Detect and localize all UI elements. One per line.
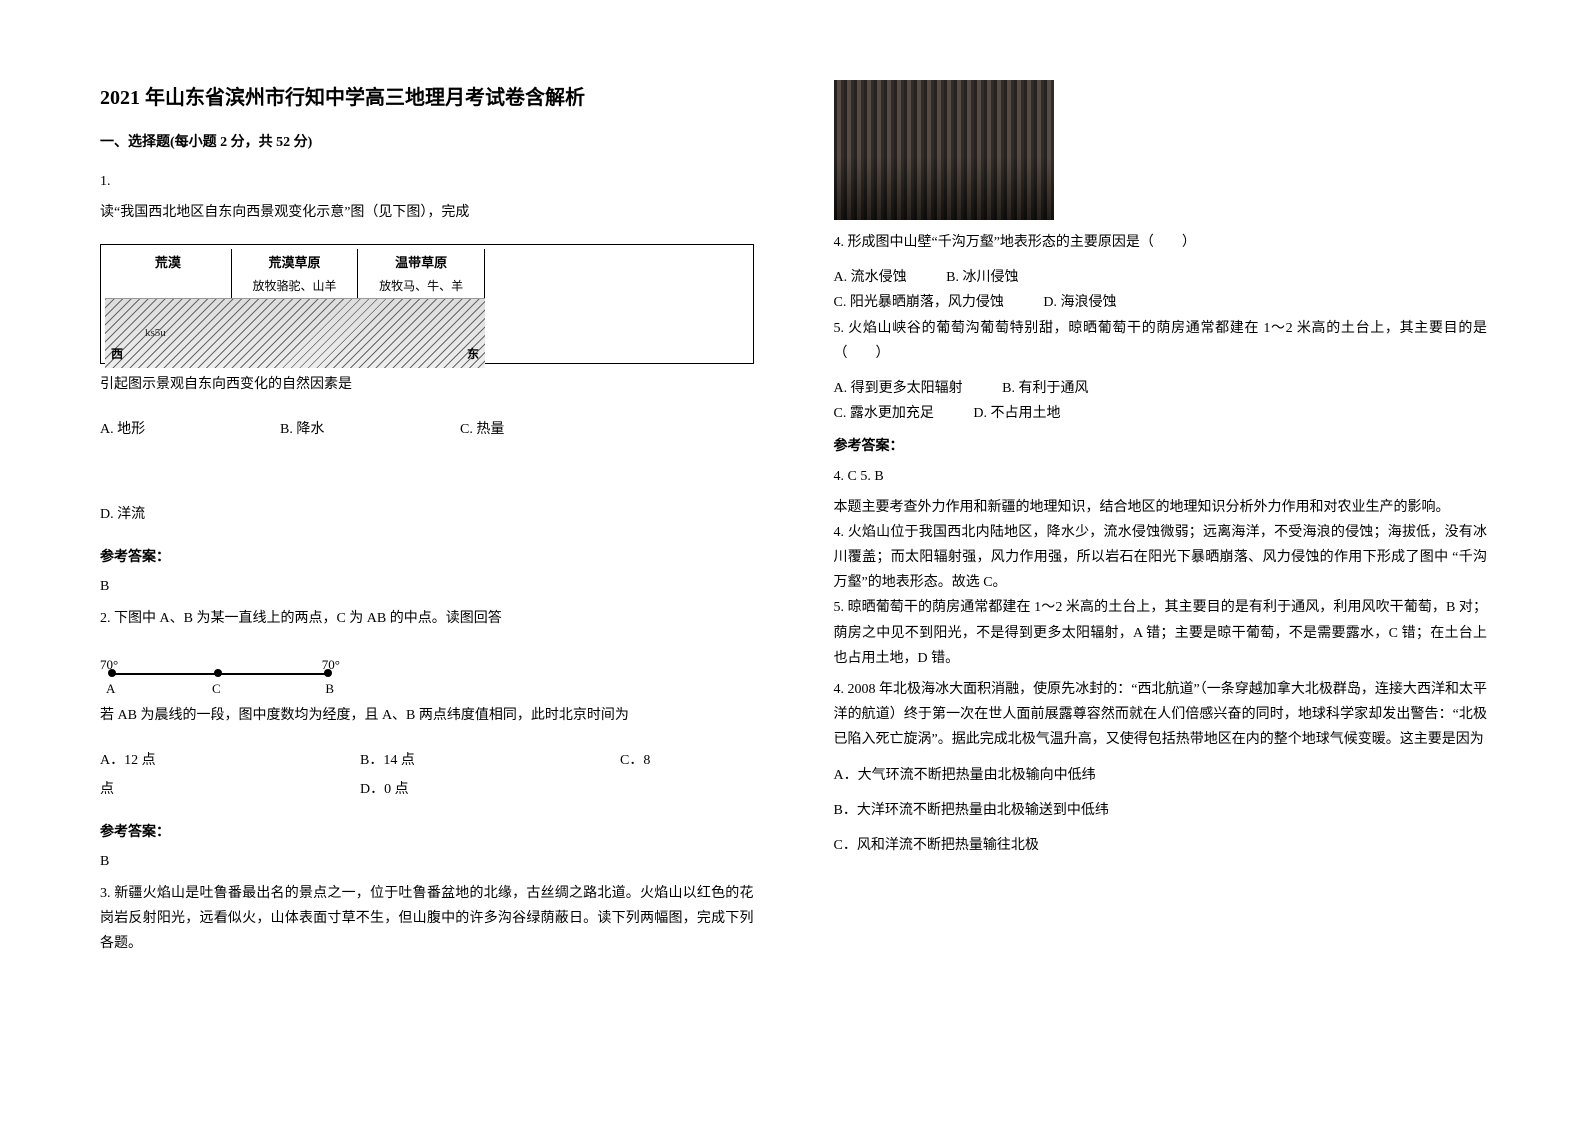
diagram-east-label: 东	[467, 344, 479, 366]
q1-options: A. 地形 B. 降水 C. 热量 D. 洋流	[100, 417, 754, 527]
right-column: 4. 形成图中山壁“千沟万壑”地表形态的主要原因是（ ） A. 流水侵蚀 B. …	[834, 80, 1488, 1082]
q5-opt-b: B. 有利于通风	[1002, 376, 1088, 401]
q1-opt-d: D. 洋流	[100, 502, 220, 527]
q45-answer: 4. C 5. B	[834, 464, 1488, 489]
q3-stem: 3. 新疆火焰山是吐鲁番最出名的景点之一，位于吐鲁番盆地的北缘，古丝绸之路北道。…	[100, 881, 754, 957]
q5-options-row2: C. 露水更加充足 D. 不占用土地	[834, 401, 1488, 426]
q2-opt-c2: 点	[100, 777, 300, 802]
q1-diagram: 荒漠 荒漠草原 放牧骆驼、山羊 温带草原 放牧马、牛、羊 西 ks5u 东	[100, 244, 754, 364]
diagram-label-temperate: 温带草原	[395, 255, 447, 270]
left-column: 2021 年山东省滨州市行知中学高三地理月考试卷含解析 一、选择题(每小题 2 …	[100, 80, 754, 1082]
q2-dot-a	[108, 669, 116, 677]
q4b-stem: 4. 2008 年北极海冰大面积消融，使原先冰封的：“西北航道”（一条穿越加拿大…	[834, 677, 1488, 753]
q4b-opt-a: A．大气环流不断把热量由北极输向中低纬	[834, 763, 1488, 788]
q2-diagram: 70° 70° A C B	[100, 655, 340, 689]
q1-opt-b: B. 降水	[280, 417, 400, 442]
q2-options: A．12 点 B．14 点 C．8	[100, 748, 754, 773]
q1-answer-heading: 参考答案：	[100, 545, 754, 570]
q2-label-b: B	[325, 677, 334, 700]
q1-substem: 引起图示景观自东向西变化的自然因素是	[100, 372, 754, 397]
q2-stem: 若 AB 为晨线的一段，图中度数均为经度，且 A、B 两点纬度值相同，此时北京时…	[100, 703, 754, 728]
q2-options-2: 点 D．0 点	[100, 777, 754, 802]
q4-opt-d: D. 海浪侵蚀	[1043, 290, 1116, 315]
q2-dot-c	[214, 669, 222, 677]
page-title: 2021 年山东省滨州市行知中学高三地理月考试卷含解析	[100, 80, 754, 116]
q5-stem: 5. 火焰山峡谷的葡萄沟葡萄特别甜，晾晒葡萄干的荫房通常都建在 1～2 米高的土…	[834, 316, 1488, 366]
q4-opt-b: B. 冰川侵蚀	[946, 265, 1018, 290]
q2-answer-heading: 参考答案：	[100, 820, 754, 845]
q2-answer: B	[100, 849, 754, 874]
q1-stem: 读“我国西北地区自东向西景观变化示意”图（见下图），完成	[100, 200, 754, 225]
q5-options-row1: A. 得到更多太阳辐射 B. 有利于通风	[834, 376, 1488, 401]
q45-answer-heading: 参考答案：	[834, 434, 1488, 459]
diagram-cell-desert-steppe: 荒漠草原 放牧骆驼、山羊	[232, 249, 359, 298]
section-heading: 一、选择题(每小题 2 分，共 52 分)	[100, 130, 754, 155]
q1-opt-a: A. 地形	[100, 417, 220, 442]
q2-label-c: C	[212, 677, 221, 700]
diagram-sublabel-12: 放牧骆驼、山羊	[252, 279, 336, 293]
q4-options-row2: C. 阳光暴晒崩落，风力侵蚀 D. 海浪侵蚀	[834, 290, 1488, 315]
diagram-cell-temperate: 温带草原 放牧马、牛、羊	[358, 249, 485, 298]
q5-opt-d: D. 不占用土地	[973, 401, 1060, 426]
diagram-sublabel-3: 放牧马、牛、羊	[379, 279, 463, 293]
q1-number: 1.	[100, 169, 754, 194]
q2-opt-c: C．8	[620, 748, 700, 773]
diagram-cell-desert: 荒漠	[105, 249, 232, 298]
q1-answer: B	[100, 574, 754, 599]
q3-photo	[834, 80, 1054, 220]
q2-opt-d: D．0 点	[360, 777, 480, 802]
q2-number-stem: 2. 下图中 A、B 为某一直线上的两点，C 为 AB 的中点。读图回答	[100, 606, 754, 631]
q2-opt-a: A．12 点	[100, 748, 300, 773]
q4-opt-a: A. 流水侵蚀	[834, 265, 907, 290]
q5-explain: 5. 晾晒葡萄干的荫房通常都建在 1～2 米高的土台上，其主要目的是有利于通风，…	[834, 595, 1488, 671]
diagram-west-label: 西	[111, 344, 123, 366]
diagram-watermark: ks5u	[145, 324, 166, 344]
q4b-opt-b: B．大洋环流不断把热量由北极输送到中低纬	[834, 798, 1488, 823]
q4b-opt-c: C．风和洋流不断把热量输往北极	[834, 833, 1488, 858]
q4-explain: 4. 火焰山位于我国西北内陆地区，降水少，流水侵蚀微弱；远离海洋，不受海浪的侵蚀…	[834, 520, 1488, 596]
q45-explain-intro: 本题主要考查外力作用和新疆的地理知识，结合地区的地理知识分析外力作用和对农业生产…	[834, 495, 1488, 520]
q2-dot-b	[324, 669, 332, 677]
q1-opt-c: C. 热量	[460, 417, 580, 442]
q2-label-a: A	[106, 677, 115, 700]
diagram-artwork: 西 ks5u 东	[105, 298, 485, 368]
q4-stem: 4. 形成图中山壁“千沟万壑”地表形态的主要原因是（ ）	[834, 230, 1488, 255]
q5-opt-a: A. 得到更多太阳辐射	[834, 376, 963, 401]
diagram-label-desert: 荒漠	[155, 255, 181, 270]
q4-options-row1: A. 流水侵蚀 B. 冰川侵蚀	[834, 265, 1488, 290]
q2-opt-b: B．14 点	[360, 748, 560, 773]
diagram-label-desert-steppe: 荒漠草原	[268, 255, 320, 270]
q4-opt-c: C. 阳光暴晒崩落，风力侵蚀	[834, 290, 1004, 315]
q5-opt-c: C. 露水更加充足	[834, 401, 934, 426]
